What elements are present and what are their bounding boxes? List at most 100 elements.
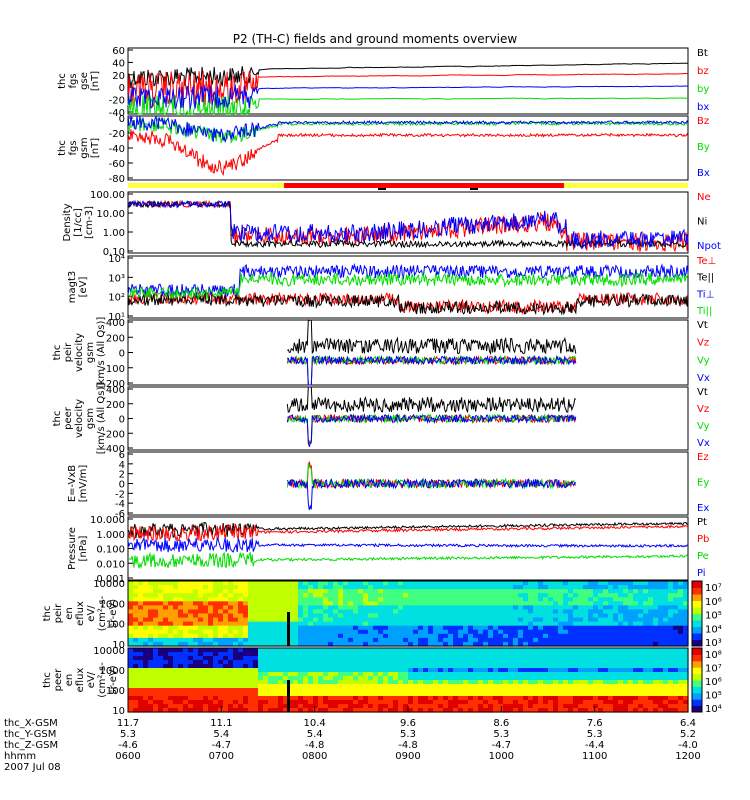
heatmap-cell [393, 676, 399, 681]
heatmap-cell [663, 581, 669, 586]
heatmap-cell [208, 605, 214, 611]
heatmap-cell [348, 680, 354, 685]
legend-pressure-Pb: Pb [697, 534, 709, 545]
heatmap-cell [578, 664, 584, 669]
heatmap-cell [203, 664, 209, 669]
heatmap-cell [463, 641, 469, 647]
heatmap-cell [443, 692, 449, 697]
heatmap-cell [353, 641, 359, 647]
heatmap-cell [383, 708, 389, 713]
heatmap-cell [353, 581, 359, 586]
heatmap-cell [633, 660, 639, 665]
heatmap-cell [213, 668, 219, 673]
heatmap-cell [568, 597, 574, 602]
heatmap-cell [438, 593, 444, 598]
heatmap-cell [363, 652, 369, 657]
heatmap-cell [468, 700, 474, 705]
heatmap-cell [373, 601, 379, 606]
heatmap-cell [403, 621, 409, 627]
heatmap-cell [308, 648, 314, 653]
heatmap-cell [138, 637, 144, 643]
heatmap-cell [298, 605, 304, 611]
heatmap-cell [303, 708, 309, 713]
heatmap-cell [613, 589, 619, 594]
heatmap-cell [138, 696, 144, 701]
heatmap-cell [438, 656, 444, 661]
heatmap-cell [428, 601, 434, 606]
heatmap-cell [168, 585, 174, 590]
heatmap-cell [133, 652, 139, 657]
heatmap-cell [673, 680, 679, 685]
heatmap-cell [388, 664, 394, 669]
heatmap-cell [268, 668, 274, 673]
heatmap-cell [243, 652, 249, 657]
heatmap-cell [448, 680, 454, 685]
heatmap-cell [498, 585, 504, 590]
heatmap-cell [433, 621, 439, 627]
heatmap-cell [173, 641, 179, 647]
heatmap-cell [268, 585, 274, 590]
heatmap-cell [223, 704, 229, 709]
heatmap-cell [538, 656, 544, 661]
heatmap-cell [253, 680, 259, 685]
heatmap-cell [178, 641, 184, 647]
heatmap-cell [628, 585, 634, 590]
heatmap-cell [258, 648, 264, 653]
ytick-label-pressure: 0.010 [96, 559, 125, 570]
heatmap-cell [183, 601, 189, 606]
heatmap-cell [318, 668, 324, 673]
legend-peir_velocity-Vx: Vx [697, 373, 710, 384]
legend-peer_velocity-Vx: Vx [697, 438, 710, 449]
colorbar-swatch [692, 648, 702, 655]
heatmap-cell [588, 704, 594, 709]
heatmap-cell [288, 597, 294, 602]
heatmap-cell [628, 664, 634, 669]
heatmap-cell [128, 676, 134, 681]
heatmap-cell [188, 664, 194, 669]
heatmap-cell [603, 696, 609, 701]
heatmap-cell [253, 648, 259, 653]
heatmap-cell [213, 652, 219, 657]
heatmap-cell [573, 581, 579, 586]
heatmap-cell [618, 660, 624, 665]
heatmap-cell [268, 708, 274, 713]
heatmap-cell [188, 597, 194, 602]
heatmap-cell [138, 664, 144, 669]
heatmap-cell [608, 708, 614, 713]
heatmap-cell [633, 652, 639, 657]
heatmap-cell [343, 664, 349, 669]
heatmap-cell [563, 613, 569, 619]
heatmap-cell [173, 621, 179, 627]
heatmap-cell [193, 672, 199, 677]
heatmap-cell [363, 629, 369, 635]
heatmap-cell [338, 605, 344, 611]
heatmap-cell [598, 613, 604, 619]
heatmap-cell [218, 664, 224, 669]
heatmap-cell [258, 672, 264, 677]
heatmap-cell [468, 629, 474, 635]
heatmap-cell [588, 589, 594, 594]
heatmap-cell [158, 625, 164, 631]
heatmap-cell [278, 700, 284, 705]
heatmap-cell [333, 633, 339, 639]
colorbar-peir_eflux [692, 581, 702, 647]
heatmap-cell [658, 664, 664, 669]
heatmap-cell [403, 684, 409, 689]
heatmap-cell [248, 680, 254, 685]
heatmap-cell [413, 629, 419, 635]
heatmap-cell [643, 648, 649, 653]
heatmap-cell [178, 609, 184, 615]
heatmap-cell [393, 660, 399, 665]
heatmap-cell [453, 593, 459, 598]
heatmap-cell [663, 597, 669, 602]
heatmap-cell [188, 609, 194, 615]
heatmap-cell [513, 593, 519, 598]
heatmap-cell [323, 688, 329, 693]
heatmap-cell [678, 696, 684, 701]
heatmap-cell [648, 593, 654, 598]
heatmap-cell [178, 652, 184, 657]
heatmap-cell [378, 633, 384, 639]
heatmap-cell [398, 664, 404, 669]
heatmap-cell [493, 672, 499, 677]
ytick-label-density: 0.10 [103, 247, 125, 258]
